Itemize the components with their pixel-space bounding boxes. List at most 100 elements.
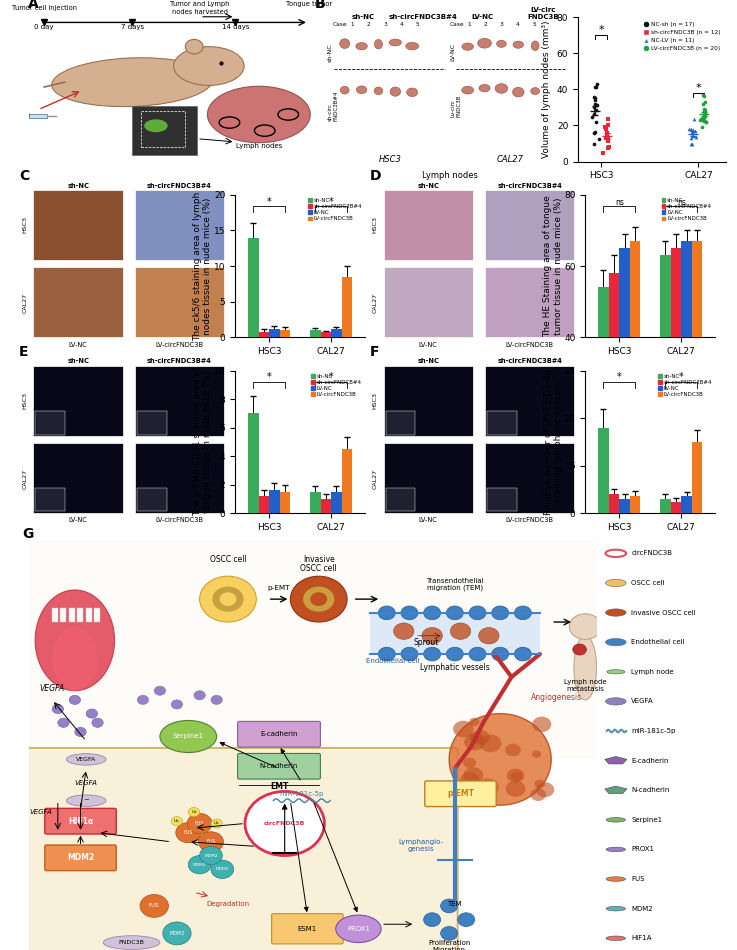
Text: ns: ns <box>615 198 624 207</box>
Text: OSCC cell: OSCC cell <box>301 563 337 573</box>
Point <box>588 89 600 104</box>
Text: *: * <box>696 83 701 93</box>
Circle shape <box>480 734 501 752</box>
Text: EMT: EMT <box>270 782 288 791</box>
Circle shape <box>378 606 395 619</box>
Circle shape <box>262 806 307 842</box>
Point <box>685 122 697 137</box>
Point <box>588 99 600 114</box>
Text: HIF1α: HIF1α <box>68 817 93 826</box>
Bar <box>383 366 473 436</box>
Point <box>697 112 709 127</box>
Ellipse shape <box>336 915 381 942</box>
Circle shape <box>171 817 183 826</box>
Text: MDM2: MDM2 <box>632 905 653 912</box>
Text: HIF1A: HIF1A <box>632 936 652 941</box>
Bar <box>280 492 290 513</box>
Point <box>699 101 710 116</box>
Bar <box>619 499 630 513</box>
Ellipse shape <box>495 84 508 93</box>
Text: miR-181c-5p: miR-181c-5p <box>632 728 676 734</box>
Circle shape <box>174 47 244 86</box>
Text: miR-181c-5p: miR-181c-5p <box>279 791 324 797</box>
Ellipse shape <box>606 818 626 822</box>
Legend: sh-NC, sh-circFNDCB#4, LV-NC, LV-circFNDC3B: sh-NC, sh-circFNDCB#4, LV-NC, LV-circFND… <box>311 373 363 398</box>
Bar <box>342 276 352 337</box>
Circle shape <box>176 823 200 843</box>
Point <box>601 128 613 143</box>
Text: *: * <box>329 197 334 207</box>
Bar <box>133 106 197 155</box>
Bar <box>342 449 352 513</box>
Circle shape <box>606 638 626 646</box>
Point <box>601 131 612 146</box>
Circle shape <box>469 717 480 726</box>
Text: Tongue tumor: Tongue tumor <box>286 1 332 8</box>
Circle shape <box>478 628 499 644</box>
Bar <box>259 496 269 513</box>
Text: TEM: TEM <box>447 901 462 907</box>
Bar <box>137 488 167 511</box>
Ellipse shape <box>462 43 473 50</box>
Text: 2: 2 <box>367 23 371 28</box>
Bar <box>60 608 66 622</box>
Circle shape <box>469 606 486 619</box>
Bar <box>660 256 671 480</box>
Text: Lymph nodes: Lymph nodes <box>422 171 478 180</box>
Legend: sh-NC, sh-circFNDCB#4, LV-NC, LV-circFNDC3B: sh-NC, sh-circFNDCB#4, LV-NC, LV-circFND… <box>661 198 713 222</box>
Ellipse shape <box>340 86 349 94</box>
Point <box>688 111 700 126</box>
Text: Angiogenesis: Angiogenesis <box>531 693 582 702</box>
Ellipse shape <box>606 936 626 940</box>
Bar <box>33 366 123 436</box>
Text: Transendothelial
migration (TEM): Transendothelial migration (TEM) <box>426 578 483 592</box>
Bar <box>370 613 540 655</box>
Text: *: * <box>598 26 604 35</box>
Circle shape <box>200 577 256 622</box>
Circle shape <box>505 744 521 756</box>
Text: sh-circFNDC3B#4: sh-circFNDC3B#4 <box>388 14 458 20</box>
Text: Tumor and Lymph: Tumor and Lymph <box>170 1 230 8</box>
Ellipse shape <box>512 87 524 97</box>
Circle shape <box>507 769 524 783</box>
Text: ~: ~ <box>83 798 89 804</box>
Circle shape <box>492 606 509 619</box>
Circle shape <box>424 606 441 619</box>
Text: PROX1: PROX1 <box>632 846 654 852</box>
Text: HSC3: HSC3 <box>379 155 402 163</box>
Text: *: * <box>617 372 622 383</box>
Bar <box>77 608 83 622</box>
Point <box>586 110 598 125</box>
Bar <box>280 331 290 337</box>
Point <box>588 136 600 151</box>
Circle shape <box>447 647 464 661</box>
Point <box>589 90 601 105</box>
Text: N-cadherin: N-cadherin <box>260 763 298 770</box>
Bar <box>310 331 321 337</box>
Point <box>685 136 697 151</box>
Ellipse shape <box>340 39 350 48</box>
Point <box>589 97 601 112</box>
Point <box>588 106 600 122</box>
Point <box>590 114 602 129</box>
Ellipse shape <box>606 877 626 882</box>
Circle shape <box>401 647 418 661</box>
Circle shape <box>480 781 491 790</box>
Circle shape <box>422 628 442 644</box>
Text: sh-circFNDC3B#4: sh-circFNDC3B#4 <box>497 358 562 365</box>
Ellipse shape <box>497 40 506 48</box>
Circle shape <box>606 609 626 617</box>
Circle shape <box>187 813 212 833</box>
Circle shape <box>211 695 223 705</box>
Ellipse shape <box>52 627 97 691</box>
Circle shape <box>140 895 169 918</box>
Bar <box>485 366 574 436</box>
Text: LV-circFNDC3B: LV-circFNDC3B <box>506 518 553 523</box>
Ellipse shape <box>606 906 626 911</box>
Point <box>698 113 710 128</box>
Circle shape <box>245 791 324 856</box>
Point <box>591 97 603 112</box>
Text: CAL27: CAL27 <box>23 468 27 488</box>
Text: Endothelial cell: Endothelial cell <box>366 658 419 664</box>
Circle shape <box>570 614 601 639</box>
